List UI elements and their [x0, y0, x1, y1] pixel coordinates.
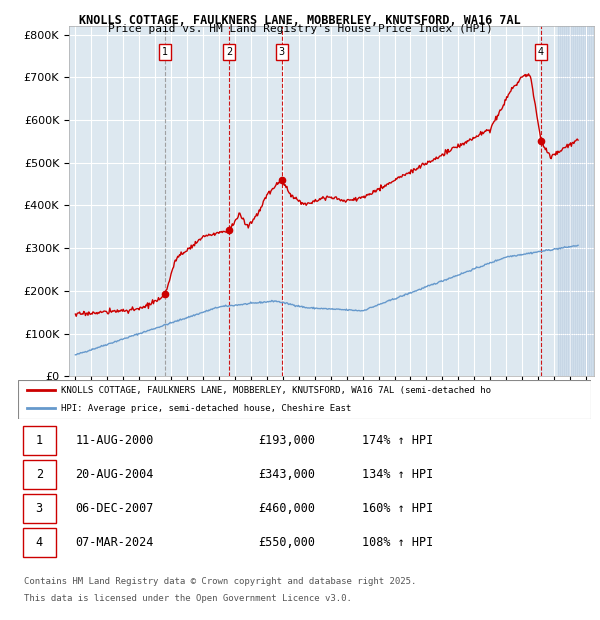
Bar [23, 528, 56, 557]
Text: 20-AUG-2004: 20-AUG-2004 [76, 468, 154, 481]
Text: 174% ↑ HPI: 174% ↑ HPI [362, 434, 433, 447]
Text: 108% ↑ HPI: 108% ↑ HPI [362, 536, 433, 549]
Bar [558, 26, 594, 376]
Text: 1: 1 [162, 46, 168, 56]
Text: 1: 1 [35, 434, 43, 447]
Text: Price paid vs. HM Land Registry's House Price Index (HPI): Price paid vs. HM Land Registry's House … [107, 24, 493, 34]
Text: HPI: Average price, semi-detached house, Cheshire East: HPI: Average price, semi-detached house,… [61, 404, 351, 413]
Text: £550,000: £550,000 [259, 536, 316, 549]
Text: £460,000: £460,000 [259, 502, 316, 515]
Text: 4: 4 [35, 536, 43, 549]
Text: £343,000: £343,000 [259, 468, 316, 481]
Text: 160% ↑ HPI: 160% ↑ HPI [362, 502, 433, 515]
Bar [23, 460, 56, 489]
Text: This data is licensed under the Open Government Licence v3.0.: This data is licensed under the Open Gov… [24, 594, 352, 603]
Text: 3: 3 [278, 46, 285, 56]
Bar [23, 494, 56, 523]
Text: 11-AUG-2000: 11-AUG-2000 [76, 434, 154, 447]
Text: Contains HM Land Registry data © Crown copyright and database right 2025.: Contains HM Land Registry data © Crown c… [24, 577, 416, 586]
Text: 06-DEC-2007: 06-DEC-2007 [76, 502, 154, 515]
Text: £193,000: £193,000 [259, 434, 316, 447]
Text: 2: 2 [35, 468, 43, 481]
Text: KNOLLS COTTAGE, FAULKNERS LANE, MOBBERLEY, KNUTSFORD, WA16 7AL (semi-detached ho: KNOLLS COTTAGE, FAULKNERS LANE, MOBBERLE… [61, 386, 491, 395]
Text: 2: 2 [226, 46, 232, 56]
Text: 4: 4 [538, 46, 544, 56]
Text: 3: 3 [35, 502, 43, 515]
Text: 07-MAR-2024: 07-MAR-2024 [76, 536, 154, 549]
Text: KNOLLS COTTAGE, FAULKNERS LANE, MOBBERLEY, KNUTSFORD, WA16 7AL: KNOLLS COTTAGE, FAULKNERS LANE, MOBBERLE… [79, 14, 521, 27]
Bar [23, 426, 56, 455]
Text: 134% ↑ HPI: 134% ↑ HPI [362, 468, 433, 481]
